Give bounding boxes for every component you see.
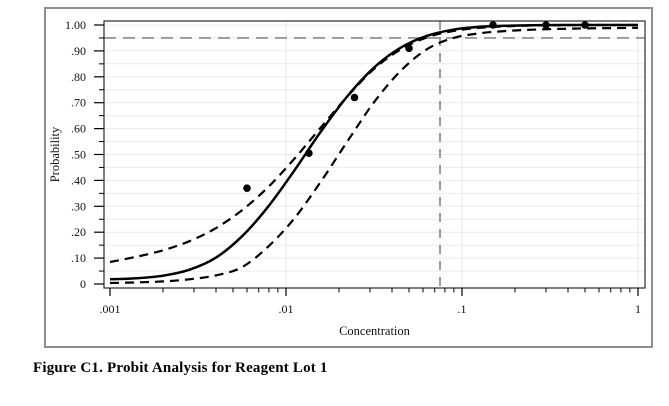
y-tick-label: .60	[71, 122, 86, 136]
x-tick-label: .1	[458, 302, 467, 316]
upper-confidence-band	[109, 23, 638, 264]
probit-chart: 0 .10 .20 .30 .40 .50 .60 .70 .80 .90 1.00 .001 .01.…	[48, 18, 646, 338]
data-point	[405, 44, 413, 53]
y-tick-label: .80	[71, 70, 86, 84]
y-tick-label: .70	[71, 96, 86, 110]
lower-confidence-band	[109, 26, 639, 285]
figure-caption: Figure C1. Probit Analysis for Reagent L…	[33, 360, 328, 376]
y-tick-label: .10	[71, 251, 86, 265]
data-point	[489, 21, 497, 29]
data-point	[350, 93, 359, 102]
y-tick-label: .40	[71, 173, 86, 187]
x-axis-title: Concentration	[339, 324, 411, 338]
y-axis-title: Probability	[48, 126, 62, 182]
data-point	[243, 184, 251, 192]
data-point	[305, 149, 313, 157]
data-point	[542, 21, 550, 29]
y-tick-label: 0	[80, 277, 86, 291]
x-tick-label: .001	[100, 302, 121, 316]
x-tick-label: .01	[279, 302, 294, 316]
y-tick-label: .50	[71, 148, 86, 162]
data-point	[581, 21, 589, 29]
y-tick-label: .90	[71, 44, 86, 58]
y-tick-label: 1.00	[65, 18, 86, 32]
y-tick-label: .30	[71, 199, 86, 213]
y-tick-label: .20	[71, 225, 86, 239]
x-tick-label: 1	[635, 302, 641, 316]
